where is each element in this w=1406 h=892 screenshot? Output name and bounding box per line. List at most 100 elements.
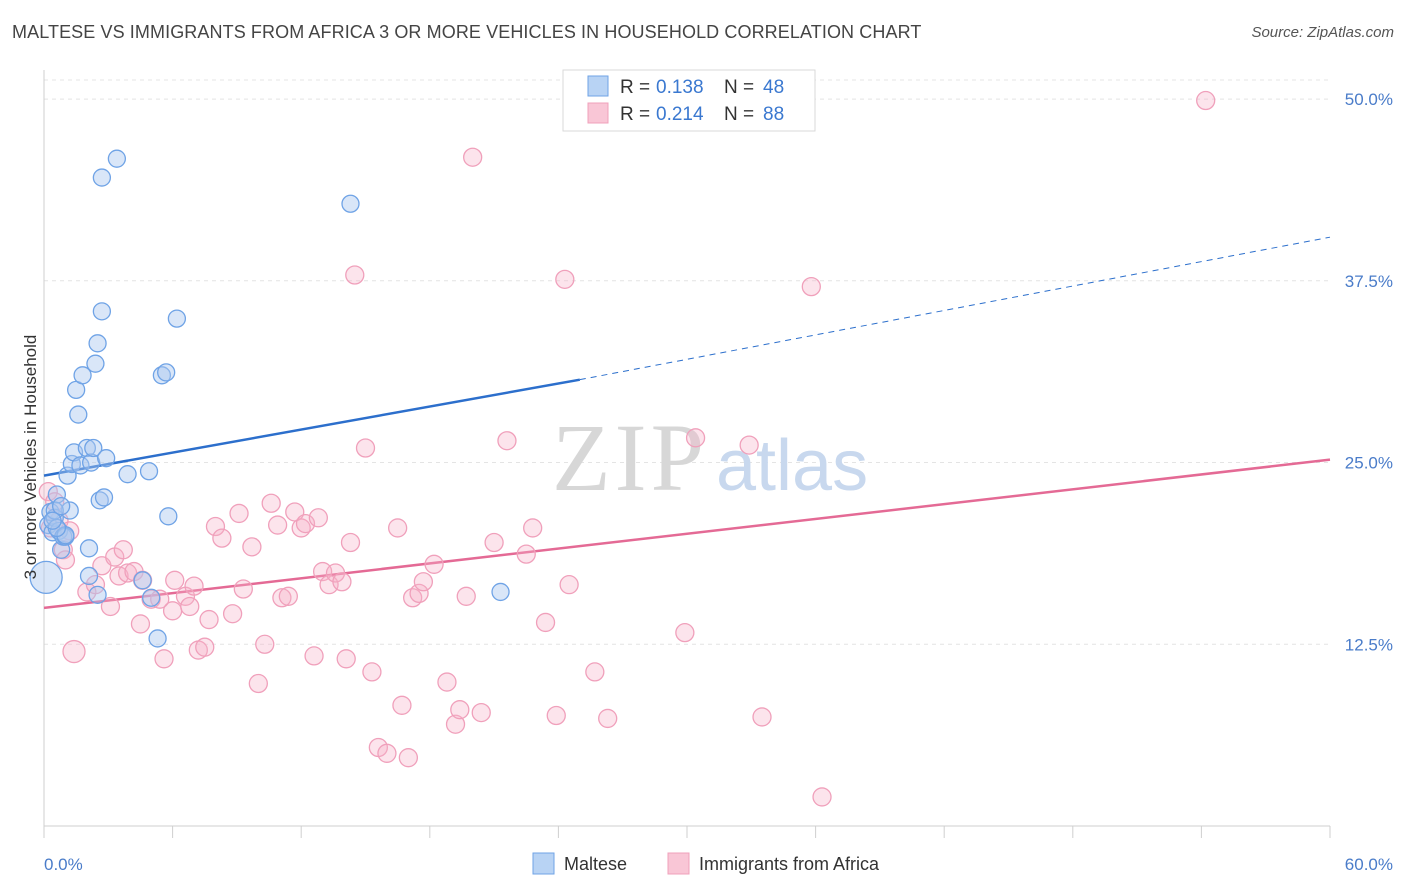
point-africa-55 [362, 662, 382, 682]
bottom-legend-label-africa: Immigrants from Africa [699, 854, 880, 874]
point-africa-30 [205, 516, 226, 537]
legend-n-value-maltese: 48 [763, 77, 784, 98]
point-maltese-21 [84, 438, 103, 458]
point-maltese-10 [60, 501, 79, 520]
point-maltese-41 [491, 582, 510, 602]
point-africa-40 [272, 588, 292, 608]
source-credit: Source: ZipAtlas.com [1251, 24, 1394, 41]
point-africa-70 [484, 532, 504, 553]
bottom-legend-swatch-africa [667, 852, 690, 875]
legend-swatch-africa [587, 102, 609, 124]
point-africa-29 [199, 609, 219, 630]
point-africa-14 [113, 540, 133, 560]
legend-r-label-maltese: R = [620, 77, 650, 98]
point-africa-68 [456, 586, 476, 606]
y-tick-labels: 12.5% 25.0% 37.5% 50.0% [1345, 90, 1393, 654]
trend-line-africa [43, 458, 1331, 610]
point-maltese-40 [341, 194, 360, 213]
watermark: ZIP atlas [552, 404, 868, 511]
point-africa-17 [130, 614, 151, 634]
watermark-zip: ZIP [552, 404, 708, 511]
point-africa-81 [685, 428, 706, 448]
point-africa-51 [336, 649, 356, 669]
point-africa-62 [409, 583, 429, 604]
point-africa-77 [559, 575, 579, 595]
point-africa-45 [304, 646, 324, 666]
point-africa-86 [1196, 90, 1216, 111]
point-africa-72 [516, 544, 536, 564]
point-maltese-35 [148, 629, 167, 648]
point-africa-39 [267, 515, 288, 535]
point-maltese-28 [94, 488, 114, 507]
point-africa-46 [308, 508, 328, 528]
bottom-legend-swatch-maltese [532, 852, 555, 875]
point-africa-54 [355, 438, 376, 458]
point-maltese-38 [159, 507, 178, 526]
legend-r-value-africa: 0.214 [656, 104, 704, 125]
point-africa-57 [377, 743, 397, 763]
point-africa-65 [437, 672, 457, 692]
point-africa-75 [546, 705, 566, 726]
point-africa-78 [585, 662, 605, 682]
point-africa-22 [162, 601, 183, 621]
point-maltese-31 [118, 465, 137, 484]
legend-n-value-africa: 88 [763, 104, 784, 125]
point-maltese-16 [73, 366, 92, 385]
point-africa-84 [801, 276, 821, 297]
point-maltese-20 [82, 453, 101, 472]
point-maltese-22 [86, 354, 105, 373]
point-africa-60 [398, 748, 419, 768]
point-maltese-32 [133, 571, 152, 590]
legend-swatch-maltese [587, 75, 609, 97]
grid-lines [44, 79, 1330, 645]
bottom-legend-label-maltese: Maltese [564, 854, 627, 874]
trend-line-maltese-extension [579, 236, 1331, 381]
point-africa-37 [255, 634, 275, 654]
point-africa-52 [340, 532, 361, 553]
point-maltese-42 [29, 560, 63, 595]
point-africa-23 [165, 570, 185, 590]
point-maltese-23 [88, 334, 107, 353]
point-maltese-15 [71, 456, 90, 475]
point-africa-53 [345, 265, 365, 285]
point-africa-66 [445, 714, 466, 734]
axes [43, 70, 1331, 838]
legend-r-value-maltese: 0.138 [656, 77, 704, 98]
point-africa-11 [100, 596, 121, 617]
point-maltese-33 [139, 462, 159, 481]
point-africa-38 [261, 493, 281, 513]
point-africa-33 [229, 503, 249, 524]
point-africa-25 [180, 596, 200, 617]
point-maltese-27 [92, 168, 112, 187]
x-tick-label-1: 60.0% [1345, 855, 1393, 874]
point-africa-41 [278, 586, 298, 606]
point-africa-76 [555, 269, 575, 290]
point-africa-21 [154, 649, 174, 669]
watermark-atlas: atlas [716, 426, 868, 506]
y-tick-label-1: 25.0% [1345, 454, 1393, 473]
point-maltese-24 [88, 585, 107, 604]
point-africa-35 [242, 537, 262, 557]
points-maltese [29, 149, 510, 648]
point-africa-87 [463, 147, 483, 167]
point-maltese-45 [51, 497, 71, 516]
point-africa-28 [195, 637, 215, 657]
legend-n-label-maltese: N = [724, 77, 754, 98]
point-africa-69 [471, 702, 491, 723]
legend-n-label-africa: N = [724, 104, 754, 125]
trend-lines [43, 236, 1331, 610]
chart-title: MALTESE VS IMMIGRANTS FROM AFRICA 3 OR M… [12, 22, 922, 42]
point-africa-83 [752, 707, 772, 727]
point-africa-5 [55, 550, 76, 570]
y-tick-label-3: 50.0% [1345, 90, 1393, 109]
point-maltese-4 [47, 485, 67, 504]
point-africa-64 [424, 554, 444, 574]
point-maltese-37 [157, 363, 176, 382]
point-africa-82 [739, 435, 759, 455]
point-africa-26 [184, 576, 204, 596]
point-maltese-14 [69, 405, 88, 424]
point-africa-85 [812, 787, 832, 807]
point-africa-59 [392, 695, 412, 715]
point-maltese-47 [43, 511, 62, 530]
